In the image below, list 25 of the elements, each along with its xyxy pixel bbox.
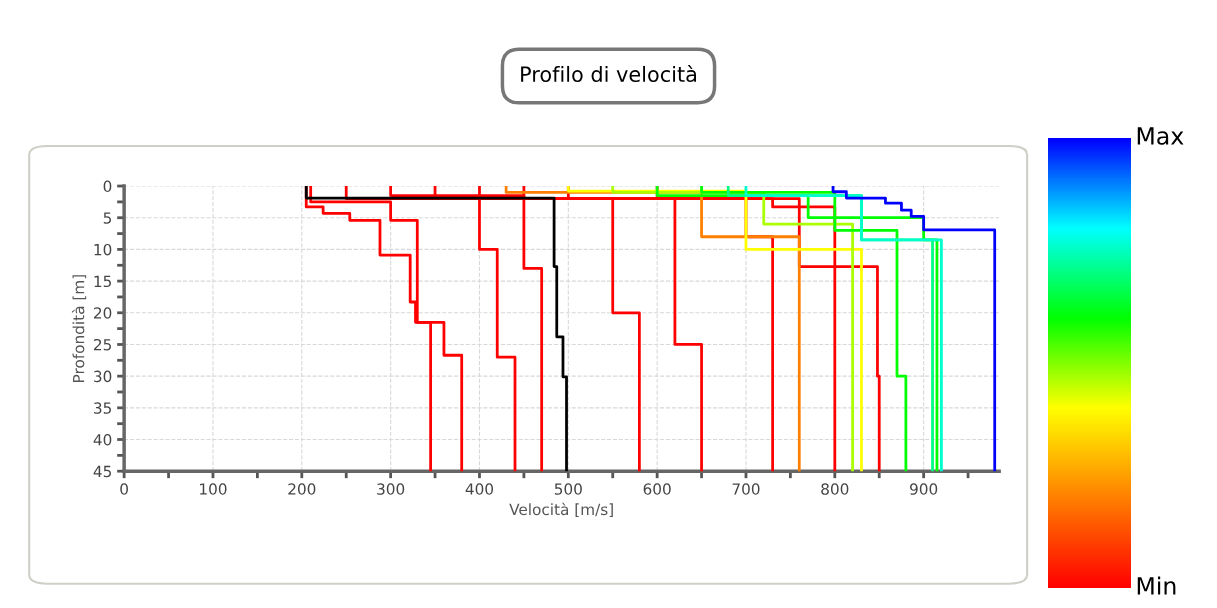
chart-title: Profilo di velocità	[521, 65, 697, 83]
y-tick-label: 0	[103, 180, 112, 193]
x-tick-label: 900	[910, 483, 938, 495]
x-tick-label: 800	[821, 483, 849, 495]
x-tick-label: 300	[377, 483, 405, 495]
y-tick-label: 10	[94, 243, 112, 256]
x-tick-label: 200	[288, 483, 316, 495]
color-bar-label: Min	[1137, 576, 1176, 595]
y-tick-label: 35	[94, 402, 111, 414]
y-tick-label: 20	[94, 307, 112, 319]
x-tick-label: 700	[732, 483, 760, 495]
y-axis-title: Profondità [m]	[71, 275, 87, 382]
y-tick-label: 5	[103, 212, 111, 224]
x-tick-label: 500	[554, 483, 582, 495]
x-axis-title: Velocità [m/s]	[509, 502, 613, 517]
x-tick-label: 600	[643, 483, 671, 495]
y-tick-label: 25	[94, 338, 111, 351]
y-tick-label: 45	[93, 465, 111, 478]
x-tick-label: 100	[200, 483, 227, 495]
y-tick-label: 15	[94, 275, 111, 288]
x-tick-label: 0	[120, 483, 128, 495]
y-tick-label: 40	[93, 433, 112, 446]
color-bar-label: Max	[1137, 127, 1184, 145]
y-tick-label: 30	[94, 370, 112, 383]
x-tick-label: 400	[465, 483, 494, 495]
